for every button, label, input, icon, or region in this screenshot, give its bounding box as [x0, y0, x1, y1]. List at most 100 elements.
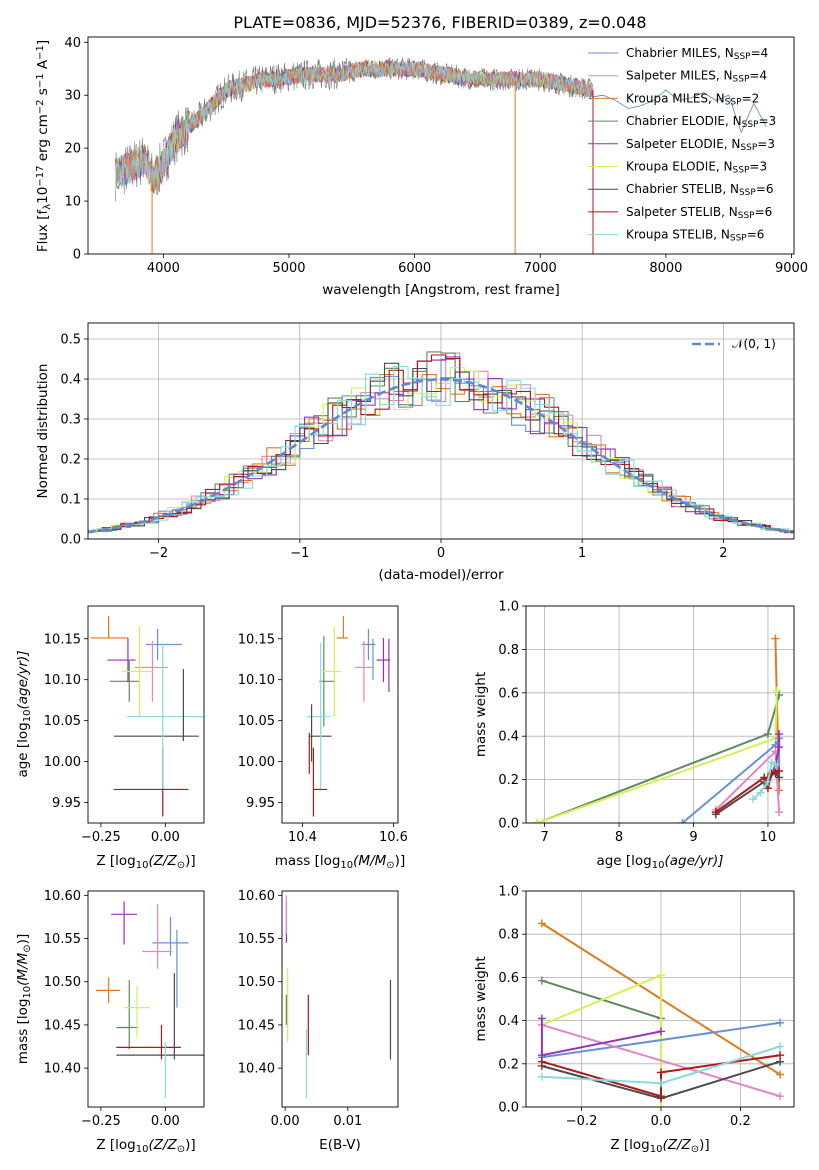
legend-model: Kroupa STELIB, N	[626, 228, 730, 242]
y-tick-label: 10.55	[44, 932, 81, 947]
y-tick-label: 40	[64, 36, 81, 51]
plot-area	[88, 351, 794, 535]
legend-count: =3	[749, 160, 767, 174]
x-tick-label: 1	[578, 546, 586, 561]
plot-area	[95, 901, 204, 1099]
weight-marker	[749, 795, 758, 804]
label-part: ⊙	[691, 1144, 699, 1155]
x-tick-label: 8	[615, 830, 623, 845]
x-axis-label: age [log10(age/yr)]	[596, 853, 723, 871]
label-part: (age/yr)]	[15, 650, 31, 709]
axes-frame	[525, 890, 795, 1108]
legend-count: =4	[751, 46, 769, 60]
x-axis-label: (data-model)/error	[378, 567, 504, 583]
legend-model: Salpeter ELODIE, N	[626, 137, 740, 151]
weight-marker	[763, 730, 772, 739]
x-tick-label: 0.2	[730, 1114, 751, 1129]
label-part: (Z/Z	[662, 1137, 691, 1153]
legend-label: Chabrier ELODIE, NSSP=3	[626, 114, 776, 130]
y-tick-label: 0.0	[498, 1101, 519, 1116]
plot-area	[307, 615, 391, 817]
weight-marker	[775, 808, 784, 817]
y-tick-label: 10.40	[238, 1062, 275, 1077]
plot-area	[537, 919, 785, 1107]
legend-model: Salpeter STELIB, N	[626, 205, 738, 219]
legend-sub: SSP	[742, 120, 759, 130]
label-part: (Z/Z	[148, 1137, 177, 1153]
label-part: Z [log	[96, 1137, 135, 1153]
weight-marker	[776, 1018, 785, 1027]
label-part: −1	[35, 45, 46, 60]
x-tick-label: 6000	[398, 261, 431, 276]
weight-marker	[537, 919, 546, 928]
y-tick-label: 0.6	[498, 971, 519, 986]
x-tick-label: 0.00	[151, 830, 180, 845]
axes-frame	[87, 36, 795, 255]
y-tick-label: 0.3	[60, 413, 81, 428]
model-spectrum-line	[115, 60, 594, 191]
weight-marker	[537, 1014, 546, 1023]
x-tick-label: 9	[689, 830, 697, 845]
x-tick-label: 7000	[524, 261, 557, 276]
y-tick-label: 1.0	[498, 600, 519, 615]
legend-count: =6	[747, 228, 765, 242]
y-tick-label: 0.5	[60, 333, 81, 348]
y-tick-label: 9.95	[246, 796, 275, 811]
y-axis-label: mass [log10(M/M⊙)]	[15, 934, 33, 1064]
y-tick-label: 30	[64, 89, 81, 104]
legend-label: Salpeter STELIB, NSSP=6	[626, 205, 772, 221]
legend-label: Salpeter MILES, NSSP=4	[626, 69, 767, 85]
label-part: 10	[136, 1144, 149, 1155]
y-tick-label: 10.60	[44, 889, 81, 904]
x-axis-label: Z [log10(Z/Z⊙)]	[96, 1137, 195, 1155]
x-tick-label: −1	[290, 546, 309, 561]
label-part: −2	[35, 99, 46, 114]
plot-area	[115, 57, 767, 254]
y-axis-label: Normed distribution	[35, 364, 51, 499]
legend-sub: SSP	[725, 98, 742, 108]
y-tick-label: 1.0	[498, 885, 519, 900]
weight-marker	[537, 1072, 546, 1081]
label-part: age [log	[15, 722, 31, 777]
residuals-panel: −2 −1 0 1 2 0.0 0.1 0.2 0.3 0.4 0.5 (data-model)/er…	[35, 322, 795, 583]
label-part: )]	[185, 853, 196, 869]
legend-model: Salpeter MILES, N	[626, 69, 733, 83]
mass-vs-extinction-panel: 0.00 0.01 10.40 10.45 10.50 10.55 10.60 E(B-V)	[238, 889, 399, 1153]
x-tick-label: 7	[540, 830, 548, 845]
label-part: (Z/Z	[148, 853, 177, 869]
axes-frame	[87, 890, 205, 1108]
weight-marker	[760, 773, 769, 782]
label-part: (age/yr)]	[664, 853, 723, 869]
weight-marker	[756, 788, 765, 797]
label-part: 10	[22, 986, 33, 999]
x-tick-label: 10	[760, 830, 777, 845]
label-part: ⊙	[386, 860, 394, 871]
weight-line	[536, 690, 778, 823]
weight-line	[536, 694, 781, 823]
model-spectrum-line	[115, 60, 594, 195]
residual-histogram	[88, 362, 794, 535]
y-tick-label: 10.60	[238, 889, 275, 904]
label-part: ]	[35, 40, 51, 45]
y-tick-label: 10.40	[44, 1062, 81, 1077]
label-part: 10	[136, 860, 149, 871]
y-tick-label: 0.4	[60, 373, 81, 388]
legend-count: =4	[749, 69, 767, 83]
y-tick-label: 10.05	[238, 714, 275, 729]
weight-marker	[533, 819, 542, 823]
weight-line	[541, 1021, 781, 1059]
label-part: age [log	[596, 853, 651, 869]
weight-marker	[776, 1051, 785, 1060]
legend-label: Kroupa ELODIE, NSSP=3	[626, 160, 767, 176]
y-axis-label: mass weight	[473, 956, 489, 1041]
legend-sub: SSP	[733, 75, 750, 85]
axes-frame	[87, 605, 205, 824]
weight-vs-age-panel: 7 8 9 10 0.0 0.2 0.4 0.6 0.8 1.0 mass weight age [l…	[473, 600, 795, 871]
legend-count: =6	[756, 182, 774, 196]
legend-sub: SSP	[738, 211, 755, 221]
legend-model: Chabrier MILES, N	[626, 46, 734, 60]
label-part: )]	[15, 934, 31, 945]
weight-marker	[771, 634, 780, 643]
label-part: ⊙	[177, 860, 185, 871]
